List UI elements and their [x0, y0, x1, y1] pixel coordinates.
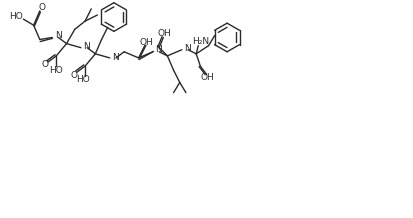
Text: N: N — [112, 53, 119, 62]
Text: H₂N: H₂N — [192, 37, 209, 46]
Text: HO: HO — [9, 12, 23, 21]
Text: OH: OH — [140, 38, 154, 47]
Text: HO: HO — [76, 75, 90, 84]
Text: N: N — [55, 31, 62, 40]
Text: O: O — [70, 71, 77, 80]
Text: OH: OH — [157, 29, 171, 38]
Text: OH: OH — [201, 73, 215, 82]
Text: N: N — [184, 44, 191, 53]
Text: N: N — [83, 42, 90, 51]
Text: O: O — [41, 60, 48, 69]
Text: O: O — [38, 3, 45, 12]
Text: N: N — [155, 45, 162, 54]
Text: HO: HO — [50, 66, 63, 75]
